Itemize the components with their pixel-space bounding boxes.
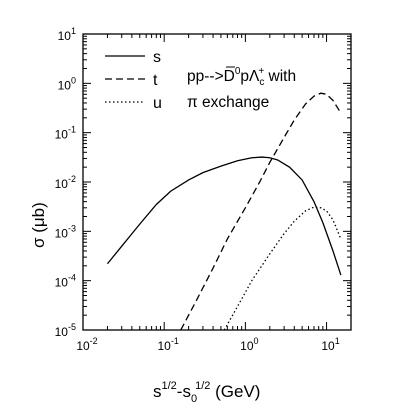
y-tick-label: 10-2: [55, 174, 76, 191]
y-tick-label: 101: [58, 26, 76, 43]
x-tick-label: 10-1: [157, 336, 178, 353]
y-tick-label: 10-1: [55, 125, 76, 142]
annotation-line-1: pp-->D0pΛc+ with: [187, 66, 296, 88]
x-axis-label: s1/2-s01/2 (GeV): [153, 380, 260, 405]
legend: stu: [105, 49, 162, 112]
y-tick-label: 10-5: [55, 322, 76, 339]
series-group: [106, 92, 342, 330]
series-line-u: [223, 206, 342, 330]
axis-ticks-group: [82, 33, 352, 331]
legend-label-t: t: [153, 72, 158, 89]
x-tick-label: 10-2: [76, 336, 97, 353]
legend-label-s: s: [153, 49, 161, 66]
annotation-line-2: π exchange: [187, 94, 269, 111]
series-line-s: [106, 156, 342, 276]
y-tick-label: 10-3: [55, 223, 76, 240]
x-tick-label: 100: [240, 336, 258, 353]
y-axis-label: σ (μb): [29, 202, 48, 248]
y-tick-label: 10-4: [55, 273, 76, 290]
y-tick-label: 100: [58, 75, 76, 92]
legend-label-u: u: [153, 95, 162, 112]
series-line-t: [180, 92, 342, 330]
x-tick-label: 101: [321, 336, 339, 353]
tick-labels-group: 10-2 10-1 100 101 10-5 10-4 10-3 10-2 10-1 100 101: [55, 26, 340, 353]
